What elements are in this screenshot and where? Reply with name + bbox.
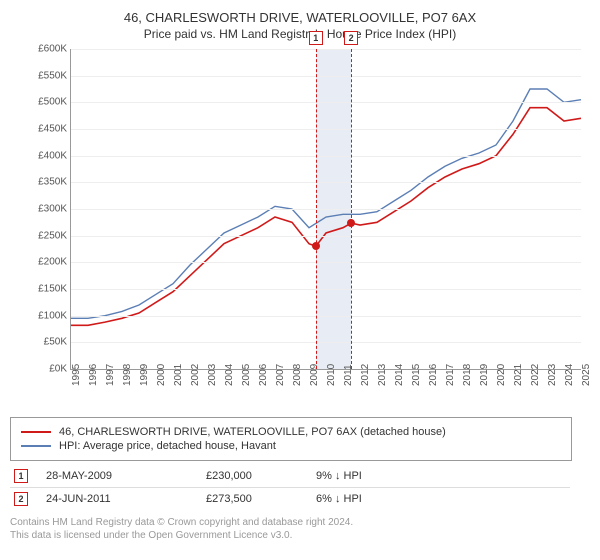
x-tick: 2006 [258,364,269,386]
legend-item: HPI: Average price, detached house, Hava… [21,440,561,452]
x-tick: 2016 [428,364,439,386]
legend-label: HPI: Average price, detached house, Hava… [59,440,276,452]
x-tick: 2021 [513,364,524,386]
marker-label: 1 [309,31,323,45]
x-tick: 1998 [122,364,133,386]
transaction-delta: 6% ↓ HPI [316,493,406,505]
x-tick: 2001 [173,364,184,386]
x-tick: 2002 [190,364,201,386]
page-subtitle: Price paid vs. HM Land Registry's House … [10,27,590,41]
x-tick: 2012 [360,364,371,386]
series-hpi [71,89,581,318]
transactions-table: 1 28-MAY-2009£230,0009% ↓ HPI 2 24-JUN-2011… [10,465,570,510]
transaction-date: 28-MAY-2009 [46,470,206,482]
x-tick: 2015 [411,364,422,386]
x-tick: 2022 [530,364,541,386]
x-tick: 2011 [343,364,354,386]
x-tick: 1995 [71,364,82,386]
y-tick: £50K [29,337,67,348]
sale-dot [312,242,320,250]
footnote-line: Contains HM Land Registry data © Crown c… [10,516,590,529]
y-tick: £400K [29,150,67,161]
page-title: 46, CHARLESWORTH DRIVE, WATERLOOVILLE, P… [10,10,590,25]
x-tick: 2010 [326,364,337,386]
transaction-index: 1 [14,469,28,483]
x-tick: 2007 [275,364,286,386]
footnote: Contains HM Land Registry data © Crown c… [10,516,590,542]
marker-line [351,49,352,369]
legend-swatch [21,431,51,433]
x-tick: 2018 [462,364,473,386]
marker-label: 2 [344,31,358,45]
x-tick: 1997 [105,364,116,386]
x-tick: 2013 [377,364,388,386]
transaction-index: 2 [14,492,28,506]
y-tick: £600K [29,44,67,55]
x-tick: 2019 [479,364,490,386]
legend-label: 46, CHARLESWORTH DRIVE, WATERLOOVILLE, P… [59,426,446,438]
x-tick: 2014 [394,364,405,386]
y-tick: £150K [29,284,67,295]
y-tick: £350K [29,177,67,188]
transaction-row: 1 28-MAY-2009£230,0009% ↓ HPI [10,465,570,488]
transaction-date: 24-JUN-2011 [46,493,206,505]
y-tick: £0K [29,364,67,375]
x-tick: 2008 [292,364,303,386]
footnote-line: This data is licensed under the Open Gov… [10,529,590,542]
legend-swatch [21,445,51,447]
marker-line [316,49,317,369]
transaction-price: £230,000 [206,470,316,482]
y-tick: £450K [29,124,67,135]
legend: 46, CHARLESWORTH DRIVE, WATERLOOVILLE, P… [10,417,572,461]
y-tick: £300K [29,204,67,215]
x-tick: 2017 [445,364,456,386]
x-tick: 2024 [564,364,575,386]
x-tick: 2000 [156,364,167,386]
legend-item: 46, CHARLESWORTH DRIVE, WATERLOOVILLE, P… [21,426,561,438]
x-tick: 2023 [547,364,558,386]
transaction-row: 2 24-JUN-2011£273,5006% ↓ HPI [10,488,570,510]
x-tick: 2009 [309,364,320,386]
x-tick: 2003 [207,364,218,386]
transaction-delta: 9% ↓ HPI [316,470,406,482]
x-tick: 2025 [581,364,592,386]
y-tick: £500K [29,97,67,108]
x-tick: 2004 [224,364,235,386]
y-tick: £100K [29,310,67,321]
x-tick: 1996 [88,364,99,386]
y-tick: £550K [29,70,67,81]
y-tick: £200K [29,257,67,268]
sale-dot [347,219,355,227]
transaction-price: £273,500 [206,493,316,505]
price-chart: £0K £50K £100K £150K £200K £250K £300K £350K £40… [30,49,590,409]
x-tick: 2020 [496,364,507,386]
x-tick: 1999 [139,364,150,386]
y-tick: £250K [29,230,67,241]
x-tick: 2005 [241,364,252,386]
